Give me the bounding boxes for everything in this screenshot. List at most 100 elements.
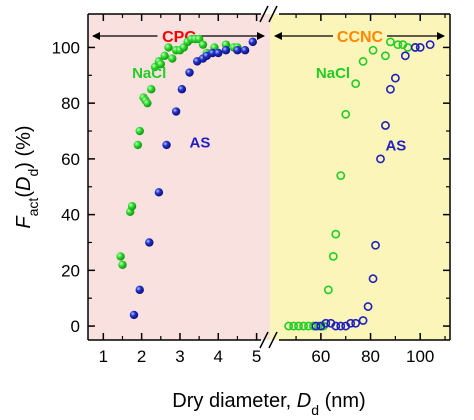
y-axis-ticks: 0 20 40 60 80 100 — [52, 38, 450, 336]
x-tick-label: 4 — [214, 347, 223, 366]
data-point — [284, 321, 294, 331]
y-tick-label: 0 — [71, 317, 80, 336]
data-point — [154, 188, 164, 197]
x-axis-title-italic: D — [297, 390, 311, 412]
data-point — [294, 321, 303, 331]
break-slash — [268, 5, 278, 23]
data-point — [311, 321, 321, 331]
data-point — [185, 68, 194, 77]
data-point — [248, 37, 257, 47]
data-point — [358, 316, 368, 325]
data-point — [118, 260, 127, 269]
y-axis-title-d: D — [13, 177, 35, 191]
data-point — [133, 140, 143, 150]
plot-frame — [87, 13, 451, 341]
data-point — [233, 46, 242, 55]
data-point — [135, 285, 144, 295]
y-tick-label: 40 — [61, 206, 80, 225]
x-tick-label: 1 — [99, 347, 108, 366]
data-point — [168, 54, 177, 63]
x-tick-label: 80 — [361, 347, 380, 366]
data-point — [240, 46, 250, 55]
data-point — [336, 171, 346, 181]
data-point — [156, 59, 165, 69]
break-slash — [259, 331, 269, 349]
x-axis-title: Dry diameter, Dd (nm) — [172, 390, 365, 418]
data-point — [358, 56, 368, 66]
data-point — [160, 51, 169, 60]
data-point — [381, 51, 390, 61]
data-point — [289, 321, 298, 331]
data-point — [171, 107, 181, 116]
data-point — [393, 40, 403, 50]
data-point — [177, 85, 187, 94]
x-tick-label: 2 — [137, 347, 146, 366]
data-point — [400, 51, 410, 61]
y-axis-title-main: F — [13, 215, 35, 229]
series-label: AS — [385, 138, 406, 155]
panel-headers: CPC CCNC — [92, 26, 445, 46]
data-point — [145, 238, 154, 247]
y-axis-title-sub: act — [25, 198, 41, 217]
data-point — [127, 202, 137, 211]
data-point — [208, 48, 217, 58]
data-points — [116, 34, 435, 331]
y-tick-label: 60 — [61, 150, 80, 169]
data-point — [386, 84, 395, 94]
data-point — [415, 43, 425, 52]
y-axis-title: Fact(Dd) (%) — [13, 125, 41, 228]
x-tick-label: 100 — [406, 347, 434, 366]
data-point — [331, 229, 341, 239]
ccnc-panel-title: CCNC — [337, 29, 384, 46]
y-axis-title-mid: (D — [13, 177, 35, 198]
data-point — [162, 140, 171, 150]
data-point — [376, 154, 385, 164]
x-axis-title-sub: d — [311, 402, 319, 418]
break-slash — [259, 5, 269, 23]
data-point — [336, 321, 346, 331]
data-point — [386, 37, 395, 47]
data-point — [368, 274, 378, 284]
data-point — [341, 109, 351, 119]
series-label: AS — [190, 135, 211, 152]
data-point — [147, 85, 156, 94]
series-label: NaCl — [316, 65, 350, 82]
x-axis-ticks: 1 2 3 4 5 60 80 100 — [99, 14, 446, 366]
data-point — [299, 321, 308, 331]
x-tick-label: 3 — [175, 347, 184, 366]
x-axis-title-end: (nm) — [319, 390, 366, 412]
break-slash — [268, 331, 278, 349]
data-point — [221, 46, 231, 55]
data-point — [129, 310, 139, 320]
y-tick-label: 20 — [61, 261, 80, 280]
axis-break-marks — [259, 5, 278, 349]
data-point — [346, 318, 356, 328]
series-label: NaCl — [132, 65, 166, 82]
data-point — [425, 40, 435, 50]
series-labels: NaCl AS NaCl AS — [132, 65, 406, 154]
data-point — [164, 43, 173, 52]
data-point — [214, 48, 223, 58]
data-point — [390, 73, 400, 83]
data-point — [351, 318, 361, 328]
data-point — [410, 43, 420, 52]
cpc-panel-background — [88, 14, 270, 340]
data-point — [371, 240, 380, 250]
panel-title-box — [333, 26, 387, 46]
y-axis-title-sub2: d — [25, 169, 41, 177]
data-point — [116, 252, 125, 261]
data-point — [368, 45, 378, 55]
data-point — [351, 79, 361, 89]
data-point — [331, 321, 341, 331]
y-tick-label: 80 — [61, 94, 80, 113]
data-point — [381, 121, 390, 130]
data-point — [363, 302, 373, 311]
data-point — [321, 318, 331, 328]
x-tick-label: 5 — [252, 347, 261, 366]
data-point — [323, 285, 333, 295]
y-axis-title-paren: ( — [13, 191, 35, 198]
data-point — [135, 126, 144, 136]
x-tick-label: 60 — [311, 347, 330, 366]
ccnc-panel-background — [270, 14, 450, 340]
